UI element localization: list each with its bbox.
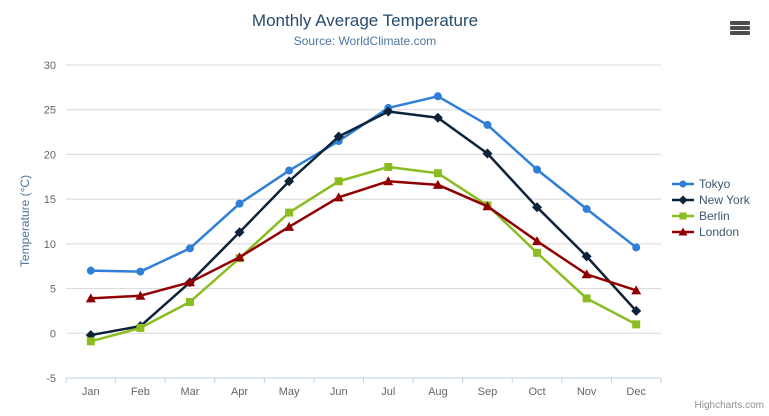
legend-item-london[interactable]: London: [672, 226, 750, 238]
x-axis-tick-label: Apr: [231, 386, 248, 398]
series-new-york[interactable]: [85, 106, 642, 341]
x-axis-tick-label: Mar: [180, 386, 199, 398]
hamburger-icon: [730, 26, 750, 30]
y-axis-tick-label: 25: [44, 105, 56, 117]
series-line: [89, 180, 638, 300]
x-axis-tick-label: Jun: [330, 386, 348, 398]
legend-marker-circle-icon: [672, 180, 694, 188]
data-point-marker[interactable]: [136, 267, 145, 276]
data-point-marker[interactable]: [678, 227, 688, 236]
legend-item-berlin[interactable]: Berlin: [672, 210, 750, 222]
data-point-marker[interactable]: [532, 202, 543, 213]
data-point-marker[interactable]: [333, 192, 344, 202]
data-point-marker[interactable]: [581, 251, 592, 262]
data-point-marker[interactable]: [482, 201, 493, 211]
data-point-marker[interactable]: [284, 221, 295, 231]
data-point-marker[interactable]: [136, 323, 145, 332]
data-point-marker[interactable]: [582, 204, 591, 213]
credits-link[interactable]: Highcharts.com: [694, 400, 764, 411]
data-point-marker[interactable]: [333, 131, 344, 142]
x-axis-tick-label: Jul: [381, 386, 395, 398]
data-point-marker[interactable]: [533, 165, 542, 174]
legend-label: Berlin: [699, 209, 730, 223]
data-point-marker[interactable]: [532, 236, 543, 246]
data-point-marker[interactable]: [632, 320, 641, 329]
data-point-marker[interactable]: [185, 297, 194, 306]
x-axis-tick-label: Jan: [82, 386, 100, 398]
y-axis-tick-label: 10: [44, 239, 56, 251]
data-point-marker[interactable]: [432, 112, 443, 123]
data-point-marker[interactable]: [86, 266, 95, 275]
series-line: [89, 165, 638, 343]
x-axis-tick-label: May: [279, 386, 300, 398]
data-point-marker[interactable]: [285, 208, 294, 217]
export-menu-button[interactable]: [730, 21, 750, 35]
x-axis-tick-label: Nov: [577, 386, 597, 398]
y-axis-tick-label: 5: [50, 284, 56, 296]
y-axis-tick-label: -5: [46, 373, 56, 385]
y-axis-tick-label: 20: [44, 149, 56, 161]
y-axis-tick-label: 0: [50, 328, 56, 340]
data-point-marker[interactable]: [384, 162, 393, 171]
y-axis-title: Temperature (°C): [18, 174, 32, 268]
legend-label: London: [699, 225, 740, 239]
data-point-marker[interactable]: [483, 120, 492, 129]
data-point-marker[interactable]: [86, 337, 95, 346]
x-axis-tick-label: Dec: [626, 386, 646, 398]
legend-marker-diamond-icon: [672, 195, 694, 205]
legend: Tokyo New York Berlin London: [672, 178, 750, 238]
data-point-marker[interactable]: [285, 166, 294, 175]
x-axis-tick-label: Aug: [428, 386, 448, 398]
data-point-marker[interactable]: [433, 169, 442, 178]
x-axis-tick-label: Sep: [478, 386, 498, 398]
legend-label: Tokyo: [699, 177, 731, 191]
series-london[interactable]: [85, 176, 642, 303]
chart-subtitle: Source: WorldClimate.com: [293, 34, 437, 48]
chart-title: Monthly Average Temperature: [251, 11, 479, 30]
data-point-marker[interactable]: [284, 176, 295, 187]
data-point-marker[interactable]: [482, 148, 493, 159]
data-point-marker[interactable]: [383, 176, 394, 186]
data-point-marker[interactable]: [383, 106, 394, 117]
data-point-marker[interactable]: [432, 179, 443, 189]
legend-marker-triangle-icon: [672, 227, 694, 236]
data-point-marker[interactable]: [334, 177, 343, 186]
data-point-marker[interactable]: [582, 294, 591, 303]
data-point-marker[interactable]: [631, 285, 642, 295]
data-point-marker[interactable]: [433, 92, 442, 101]
data-point-marker[interactable]: [679, 180, 687, 188]
data-point-marker[interactable]: [631, 305, 642, 316]
series-line: [89, 95, 638, 273]
data-point-marker[interactable]: [533, 248, 542, 257]
data-point-marker[interactable]: [185, 244, 194, 253]
y-axis-tick-label: 15: [44, 194, 56, 206]
x-axis-tick-label: Feb: [131, 386, 150, 398]
y-axis-tick-label: 30: [44, 60, 56, 72]
data-point-marker[interactable]: [632, 243, 641, 252]
data-point-marker[interactable]: [678, 195, 688, 205]
data-point-marker[interactable]: [135, 290, 146, 300]
legend-item-tokyo[interactable]: Tokyo: [672, 178, 750, 190]
legend-label: New York: [699, 193, 750, 207]
legend-marker-square-icon: [672, 212, 694, 220]
x-axis-tick-label: Oct: [528, 386, 545, 398]
data-point-marker[interactable]: [234, 227, 245, 238]
data-point-marker[interactable]: [234, 252, 245, 262]
legend-item-new-york[interactable]: New York: [672, 194, 750, 206]
data-point-marker[interactable]: [85, 293, 96, 303]
hamburger-icon: [730, 31, 750, 35]
hamburger-icon: [730, 21, 750, 25]
data-point-marker[interactable]: [235, 199, 244, 208]
data-point-marker[interactable]: [679, 212, 687, 220]
data-point-marker[interactable]: [581, 269, 592, 279]
series-tokyo[interactable]: [86, 92, 641, 276]
series-line: [89, 110, 638, 337]
data-point-marker[interactable]: [184, 277, 195, 287]
